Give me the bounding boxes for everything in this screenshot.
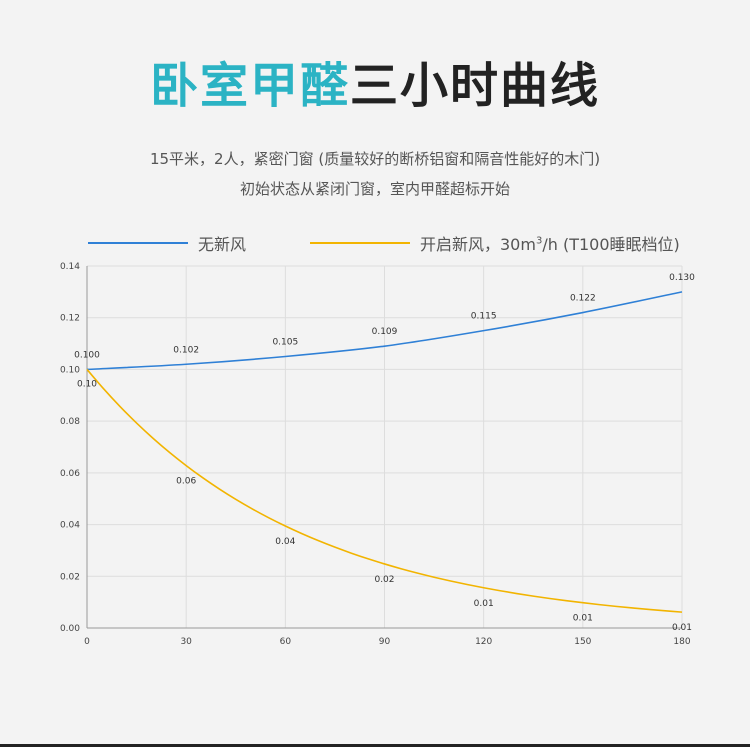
legend-swatch-yellow	[310, 242, 410, 244]
legend-label-ventilation-sup: 3	[535, 235, 543, 247]
data-label-no-ventilation: 0.109	[372, 327, 398, 337]
x-tick-label: 120	[475, 637, 492, 647]
y-tick-label: 0.10	[60, 365, 80, 375]
legend-label-ventilation: 开启新风，30m3/h (T100睡眠档位)	[420, 231, 680, 255]
legend-label-ventilation-pre: 开启新风，30m	[420, 235, 536, 254]
subtitle-line-2: 初始状态从紧闭门窗，室内甲醛超标开始	[239, 180, 510, 198]
subtitle-line-1: 15平米，2人，紧密门窗 (质量较好的断桥铝窗和隔音性能好的木门)	[149, 150, 601, 168]
data-label-ventilation: 0.06	[176, 477, 196, 487]
legend-swatch-blue	[88, 242, 188, 244]
x-tick-label: 150	[574, 637, 591, 647]
data-label-no-ventilation: 0.102	[173, 345, 199, 355]
legend-entry-ventilation: 开启新风，30m3/h (T100睡眠档位)	[310, 231, 680, 255]
x-tick-label: 180	[673, 637, 690, 647]
data-label-ventilation: 0.04	[275, 537, 295, 547]
y-tick-label: 0.12	[60, 314, 80, 324]
legend-label-no-ventilation: 无新风	[198, 235, 247, 254]
data-label-no-ventilation: 0.105	[272, 338, 298, 348]
data-label-no-ventilation: 0.130	[669, 273, 695, 283]
bottom-divider	[0, 744, 750, 747]
data-label-ventilation: 0.10	[77, 379, 97, 389]
data-label-ventilation: 0.01	[474, 599, 494, 609]
legend-label-ventilation-post: /h (T100睡眠档位)	[542, 235, 680, 254]
data-label-no-ventilation: 0.100	[74, 350, 100, 360]
data-label-no-ventilation: 0.122	[570, 294, 596, 304]
y-tick-label: 0.04	[60, 521, 80, 531]
x-tick-label: 30	[180, 637, 192, 647]
data-label-ventilation: 0.01	[573, 614, 593, 624]
y-tick-label: 0.08	[60, 417, 80, 427]
x-tick-label: 90	[379, 637, 391, 647]
title-rest: 三小时曲线	[350, 58, 601, 114]
x-tick-label: 0	[84, 637, 90, 647]
series-line-ventilation	[86, 368, 683, 613]
data-label-ventilation: 0.01	[672, 623, 692, 633]
title-accent: 卧室甲醛	[149, 58, 350, 114]
legend-entry-no-ventilation: 无新风	[88, 231, 246, 255]
y-tick-label: 0.14	[60, 262, 80, 272]
series-line-no-ventilation	[86, 291, 683, 371]
data-label-no-ventilation: 0.115	[471, 312, 497, 322]
y-tick-label: 0.00	[60, 624, 80, 634]
page-title: 卧室甲醛三小时曲线	[0, 62, 750, 110]
y-tick-label: 0.02	[60, 572, 80, 582]
y-tick-label: 0.06	[60, 469, 80, 479]
data-label-ventilation: 0.02	[374, 575, 394, 585]
x-tick-label: 60	[280, 637, 292, 647]
